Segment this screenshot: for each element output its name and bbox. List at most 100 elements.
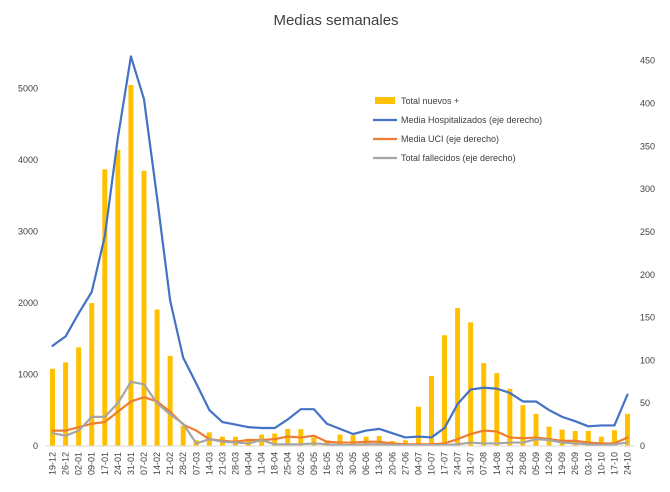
- x-tick-label: 03-10: [583, 452, 593, 475]
- bar-26-12: [63, 362, 69, 446]
- x-tick-label: 26-09: [570, 452, 580, 475]
- bar-27-06: [402, 440, 408, 446]
- bar-09-01: [89, 303, 95, 446]
- x-tick-label: 10-07: [426, 452, 436, 475]
- x-tick-label: 28-03: [230, 452, 240, 475]
- bar-24-07: [455, 308, 461, 446]
- x-tick-label: 21-03: [217, 452, 227, 475]
- x-tick-label: 14-02: [152, 452, 162, 475]
- legend: Total nuevos + Media Hospitalizados (eje …: [373, 96, 542, 163]
- x-tick-label: 04-04: [244, 452, 254, 475]
- y-right-tick-label: 50: [640, 398, 650, 408]
- bar-17-07: [442, 335, 448, 446]
- x-tick-label: 24-10: [622, 452, 632, 475]
- bar-07-02: [141, 170, 147, 446]
- x-tick-label: 21-08: [505, 452, 515, 475]
- x-tick-label: 20-06: [387, 452, 397, 475]
- bar-10-10: [598, 436, 604, 446]
- x-tick-label: 02-01: [74, 452, 84, 475]
- x-tick-label: 31-01: [126, 452, 136, 475]
- y-right-tick-label: 200: [640, 270, 655, 280]
- y-left-tick-labels: 0 1000 2000 3000 4000 5000: [18, 84, 38, 451]
- bar-14-08: [494, 373, 500, 446]
- bar-28-08: [520, 405, 526, 446]
- y-right-tick-label: 400: [640, 99, 655, 109]
- bar-14-02: [154, 309, 160, 446]
- bar-21-08: [507, 388, 513, 446]
- bar-21-02: [167, 355, 173, 446]
- x-tick-label: 09-01: [87, 452, 97, 475]
- bar-24-10: [624, 413, 630, 446]
- x-tick-label: 27-06: [400, 452, 410, 475]
- x-tick-label: 11-04: [257, 452, 267, 474]
- x-tick-label: 17-10: [609, 452, 619, 475]
- x-tick-label: 24-07: [453, 452, 463, 475]
- y-right-tick-label: 450: [640, 56, 655, 66]
- bar-19-09: [559, 429, 565, 446]
- bar-26-09: [572, 430, 578, 446]
- x-tick-label: 16-05: [322, 452, 332, 475]
- bar-09-05: [311, 437, 317, 446]
- bar-04-07: [415, 406, 421, 446]
- bar-17-01: [102, 169, 108, 446]
- y-left-tick-label: 0: [33, 441, 38, 451]
- bar-28-02: [180, 425, 186, 446]
- bar-02-01: [76, 347, 82, 446]
- x-tick-label: 14-03: [204, 452, 214, 475]
- x-tick-label: 17-01: [100, 452, 110, 475]
- y-right-tick-label: 0: [640, 441, 645, 451]
- bar-03-10: [585, 430, 591, 446]
- line-series-3: [51, 380, 629, 447]
- x-tick-label: 12-09: [544, 452, 554, 475]
- y-left-tick-label: 1000: [18, 370, 38, 380]
- x-tick-label: 17-07: [440, 452, 450, 475]
- bar-16-05: [324, 440, 330, 446]
- x-tick-label: 04-07: [413, 452, 423, 475]
- x-tick-label: 28-08: [518, 452, 528, 475]
- x-tick-label: 13-06: [374, 452, 384, 475]
- legend-label: Total nuevos +: [401, 96, 459, 106]
- y-right-tick-label: 250: [640, 227, 655, 237]
- y-right-tick-labels: 0 50 100 150 200 250 300 350 400 450: [640, 56, 655, 451]
- legend-label: Total fallecidos (eje derecho): [401, 153, 516, 163]
- x-tick-label: 10-10: [596, 452, 606, 475]
- bar-30-05: [350, 435, 356, 446]
- x-tick-labels: 19-12 26-12 02-01 09-01 17-01 24-01 31-01 07-02…: [48, 452, 633, 475]
- bar-31-01: [128, 85, 134, 446]
- x-tick-label: 19-12: [48, 452, 58, 475]
- y-right-tick-label: 350: [640, 141, 655, 151]
- bar-24-01: [115, 150, 121, 446]
- x-tick-label: 14-08: [492, 452, 502, 475]
- y-left-tick-label: 3000: [18, 227, 38, 237]
- x-tick-label: 02-05: [296, 452, 306, 475]
- bar-17-10: [611, 430, 617, 446]
- x-tick-label: 06-06: [361, 452, 371, 475]
- bar-23-05: [337, 434, 343, 446]
- x-tick-label: 30-05: [348, 452, 358, 475]
- y-left-tick-label: 5000: [18, 84, 38, 94]
- y-right-tick-label: 100: [640, 355, 655, 365]
- bar-19-12: [50, 368, 56, 446]
- bar-12-09: [546, 426, 552, 446]
- x-tick-label: 19-09: [557, 452, 567, 475]
- x-tick-label: 23-05: [335, 452, 345, 475]
- x-tick-label: 07-02: [139, 452, 149, 475]
- chart-title: Medias semanales: [273, 12, 398, 29]
- x-tick-label: 26-12: [61, 452, 71, 475]
- x-tick-label: 31-07: [466, 452, 476, 475]
- x-tick-label: 09-05: [309, 452, 319, 475]
- y-right-tick-label: 150: [640, 313, 655, 323]
- x-tick-label: 21-02: [165, 452, 175, 475]
- legend-swatch: [375, 97, 395, 104]
- y-left-tick-label: 2000: [18, 298, 38, 308]
- line-series-2: [51, 396, 629, 446]
- x-tick-label: 25-04: [283, 452, 293, 475]
- x-tick-label: 05-09: [531, 452, 541, 475]
- line-series-1: [51, 55, 629, 439]
- bar-10-07: [428, 375, 434, 446]
- x-tick-label: 24-01: [113, 452, 123, 475]
- bar-31-07: [468, 322, 474, 446]
- x-tick-label: 07-08: [479, 452, 489, 475]
- legend-label: Media UCI (eje derecho): [401, 134, 499, 144]
